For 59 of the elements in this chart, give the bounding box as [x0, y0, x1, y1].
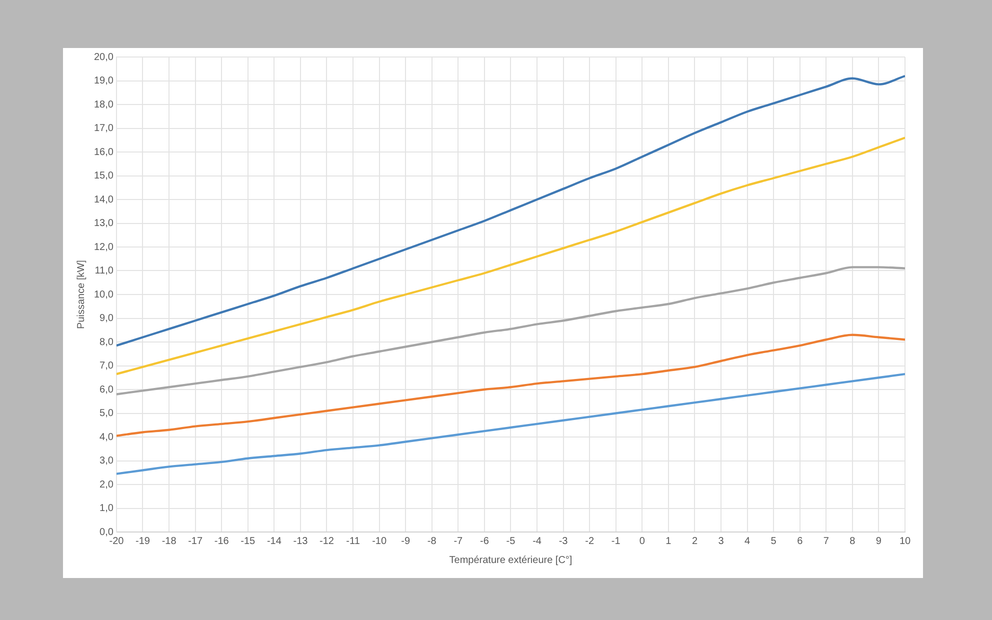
x-tick-label: 4 [744, 536, 751, 547]
x-tick-label: -6 [480, 536, 490, 547]
x-tick-label: 6 [797, 536, 804, 547]
y-tick-label: 5,0 [100, 408, 114, 419]
y-tick-label: 14,0 [94, 194, 114, 206]
line-series [116, 136, 905, 376]
y-tick-label: 4,0 [100, 432, 114, 443]
x-tick-label: -18 [162, 536, 177, 547]
x-tick-label: -10 [372, 536, 387, 547]
x-tick-label: -2 [585, 536, 594, 547]
x-tick-label: -12 [320, 536, 334, 547]
line-series [116, 74, 905, 347]
x-tick-label: -8 [427, 536, 437, 547]
line-series [116, 334, 905, 437]
x-tick-label: -1 [611, 536, 621, 547]
y-axis-title: Puissance [kW] [76, 260, 87, 329]
x-tick-label: 5 [770, 536, 777, 547]
x-tick-label: 2 [692, 536, 698, 547]
y-tick-label: 15,0 [94, 170, 114, 182]
y-tick-label: 10,0 [94, 289, 114, 300]
y-tick-label: 16,0 [94, 146, 114, 158]
x-axis-title: Température extérieure [C°] [449, 554, 572, 566]
x-tick-label: -14 [266, 536, 282, 547]
line-series [116, 266, 905, 396]
y-tick-label: 3,0 [100, 456, 114, 466]
y-tick-label: 7,0 [100, 360, 114, 372]
x-tick-label: -11 [346, 536, 360, 547]
y-tick-label: 17,0 [94, 123, 114, 134]
y-tick-label: 19,0 [94, 76, 114, 86]
x-tick-label: 3 [718, 536, 724, 547]
x-tick-label: 10 [899, 536, 911, 547]
x-tick-label: -13 [293, 536, 308, 547]
y-tick-label: 11,0 [94, 266, 114, 276]
y-tick-label: 18,0 [94, 99, 114, 110]
x-tick-label: -19 [136, 536, 150, 547]
y-tick-label: 13,0 [94, 218, 114, 229]
y-tick-label: 9,0 [100, 313, 114, 324]
x-tick-label: -20 [109, 536, 124, 547]
x-tick-label: -17 [188, 536, 203, 547]
y-tick-label: 6,0 [100, 384, 114, 396]
x-tick-label: -4 [532, 536, 542, 547]
line-series [116, 372, 905, 475]
y-tick-label: 12,0 [94, 242, 114, 253]
y-tick-label: 0,0 [100, 526, 114, 538]
y-tick-label: 8,0 [100, 336, 114, 348]
x-tick-label: -15 [240, 536, 256, 547]
y-tick-label: 2,0 [100, 479, 114, 490]
x-tick-label: -7 [454, 536, 464, 547]
x-tick-label: 9 [876, 536, 882, 547]
x-tick-label: 1 [666, 536, 672, 547]
y-tick-label: 20,0 [94, 52, 114, 63]
x-tick-label: -16 [214, 536, 230, 547]
x-tick-label: 8 [850, 536, 856, 547]
x-tick-label: 0 [639, 536, 646, 547]
x-tick-label: -3 [558, 536, 568, 547]
x-tick-label: -5 [506, 536, 516, 547]
x-tick-label: 7 [823, 536, 830, 547]
x-tick-label: -9 [401, 536, 410, 547]
y-tick-label: 1,0 [100, 503, 114, 514]
